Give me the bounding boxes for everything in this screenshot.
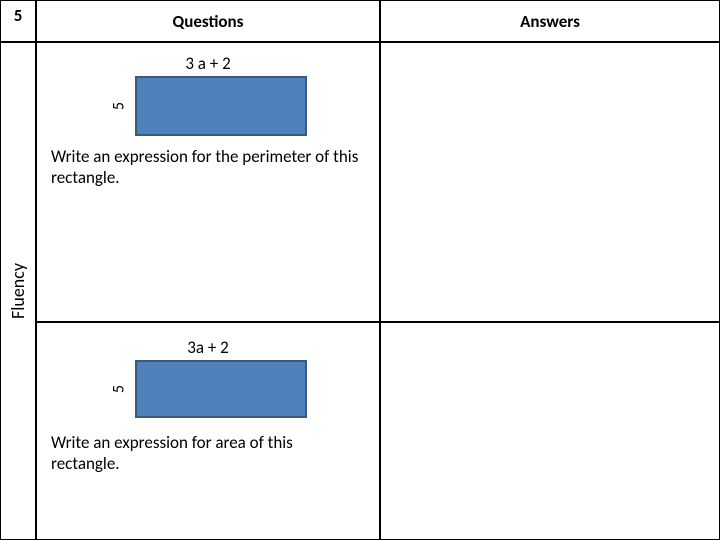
question-2: 3a + 2 5 Write an expression for area of… (36, 322, 380, 540)
q1-side-label: 5 (110, 102, 135, 110)
q1-rectangle (135, 76, 307, 136)
question-number: 5 (0, 0, 36, 42)
q2-top-label: 3a + 2 (187, 337, 229, 358)
q2-rect-row: 5 (110, 360, 307, 418)
question-number-text: 5 (14, 5, 23, 26)
category-label-text: Fluency (7, 263, 29, 319)
question-1: 3 a + 2 5 Write an expression for the pe… (36, 42, 380, 322)
answer-2 (380, 322, 720, 540)
answers-header-text: Answers (520, 11, 580, 32)
questions-header: Questions (36, 0, 380, 42)
answer-1 (380, 42, 720, 322)
q1-figure: 3 a + 2 5 (51, 53, 365, 136)
answers-header: Answers (380, 0, 720, 42)
worksheet-grid: 5 Questions Answers Fluency 3 a + 2 5 Wr… (0, 0, 720, 540)
q2-side-label: 5 (110, 385, 135, 393)
q2-rectangle (135, 360, 307, 418)
q2-figure: 3a + 2 5 (51, 337, 365, 418)
q1-top-label: 3 a + 2 (185, 53, 230, 74)
q1-prompt: Write an expression for the perimeter of… (51, 146, 365, 189)
questions-header-text: Questions (173, 11, 244, 32)
category-label: Fluency (0, 42, 36, 540)
q2-prompt: Write an expression for area of this rec… (51, 432, 365, 475)
q1-rect-row: 5 (110, 76, 307, 136)
